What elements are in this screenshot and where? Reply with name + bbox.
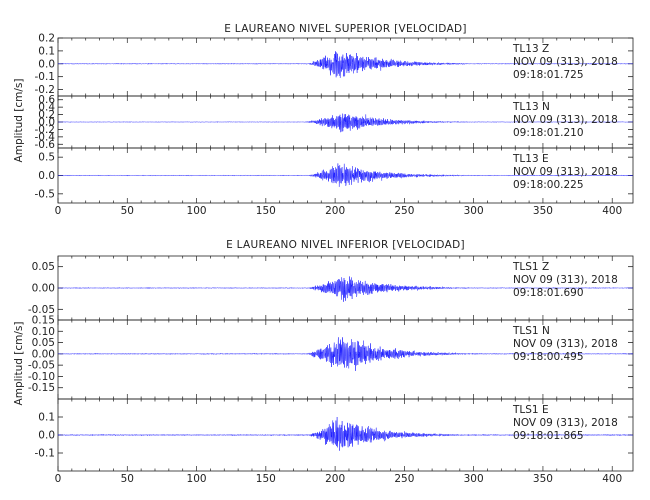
y-tick-label: -0.5	[35, 188, 56, 200]
y-tick-label: 0.10	[32, 326, 55, 338]
y-tick-label: 0.0	[38, 117, 55, 129]
station-info-text: 09:18:00.495	[513, 351, 584, 363]
x-tick-label: 200	[325, 473, 345, 485]
station-info-text: TLS1 Z	[512, 261, 549, 273]
x-tick-label: 350	[533, 205, 553, 217]
y-tick-label: 0.0	[38, 58, 55, 70]
x-tick-label: 300	[464, 205, 484, 217]
trace-line	[57, 113, 634, 133]
station-info-text: NOV 09 (313), 2018	[513, 114, 618, 126]
y-tick-label: -0.1	[35, 448, 56, 460]
station-info-text: TLS1 E	[512, 404, 549, 416]
y-tick-label: 0.1	[38, 45, 55, 57]
station-info-text: 09:18:00.225	[513, 179, 584, 191]
y-tick-label: -0.4	[35, 131, 56, 143]
x-tick-label: 100	[187, 205, 207, 217]
y-axis-label: Amplitud [cm/s]	[13, 79, 25, 163]
y-tick-label: 0.0	[38, 170, 55, 182]
y-tick-label: -0.2	[35, 84, 56, 96]
x-tick-label: 350	[533, 473, 553, 485]
y-tick-label: 0.1	[38, 412, 55, 424]
x-tick-label: 150	[256, 473, 276, 485]
station-info-text: NOV 09 (313), 2018	[513, 338, 618, 350]
station-info-text: TL13 N	[512, 101, 550, 113]
trace-line	[57, 276, 634, 302]
x-tick-label: 250	[394, 205, 414, 217]
y-tick-label: 0.05	[32, 337, 55, 349]
y-tick-label: -0.15	[28, 382, 55, 394]
y-tick-label: 0.2	[38, 33, 55, 45]
chart-title: E LAUREANO NIVEL INFERIOR [VELOCIDAD]	[226, 239, 465, 251]
x-tick-label: 200	[325, 205, 345, 217]
trace-line	[57, 337, 634, 371]
station-info-text: 09:18:01.865	[513, 430, 584, 442]
y-axis-label: Amplitud [cm/s]	[13, 322, 25, 406]
y-tick-label: -0.05	[28, 360, 55, 372]
station-info-text: NOV 09 (313), 2018	[513, 56, 618, 68]
station-info-text: NOV 09 (313), 2018	[513, 417, 618, 429]
station-info-text: 09:18:01.690	[513, 287, 584, 299]
y-tick-label: 0.00	[32, 283, 55, 295]
station-info-text: TL13 Z	[512, 43, 549, 55]
trace-line	[57, 163, 634, 187]
y-tick-label: -0.6	[35, 139, 56, 151]
y-tick-label: 0.00	[32, 348, 55, 360]
trace-line	[57, 416, 634, 451]
station-info-text: NOV 09 (313), 2018	[513, 166, 618, 178]
y-tick-label: -0.2	[35, 124, 56, 136]
y-tick-label: -0.05	[28, 304, 55, 316]
x-tick-label: 0	[55, 473, 62, 485]
station-info-text: NOV 09 (313), 2018	[513, 274, 618, 286]
x-tick-label: 100	[187, 473, 207, 485]
y-tick-label: 0.4	[38, 102, 55, 114]
x-tick-label: 400	[602, 205, 622, 217]
y-tick-label: 0.05	[32, 261, 55, 273]
station-info-text: TLS1 N	[512, 325, 550, 337]
y-tick-label: 0.15	[32, 315, 55, 327]
y-tick-label: -0.1	[35, 71, 56, 83]
x-tick-label: 400	[602, 473, 622, 485]
x-tick-label: 150	[256, 205, 276, 217]
y-tick-label: 0.5	[38, 152, 55, 164]
y-tick-label: 0.0	[38, 430, 55, 442]
x-tick-label: 0	[55, 205, 62, 217]
x-tick-label: 50	[121, 473, 134, 485]
x-tick-label: 50	[121, 205, 134, 217]
station-info-text: TL13 E	[512, 153, 549, 165]
station-info-text: 09:18:01.725	[513, 69, 584, 81]
station-info-text: 09:18:01.210	[513, 127, 584, 139]
chart-title: E LAUREANO NIVEL SUPERIOR [VELOCIDAD]	[224, 23, 467, 35]
x-tick-label: 300	[464, 473, 484, 485]
y-tick-label: -0.10	[28, 371, 55, 383]
x-tick-label: 250	[394, 473, 414, 485]
y-tick-label: 0.2	[38, 109, 55, 121]
seismogram-panel: 0.150.100.050.00-0.05-0.10-0.15 TLS1 NNOV…	[28, 315, 634, 400]
trace-line	[57, 51, 634, 78]
y-tick-label: 0.6	[38, 94, 55, 106]
